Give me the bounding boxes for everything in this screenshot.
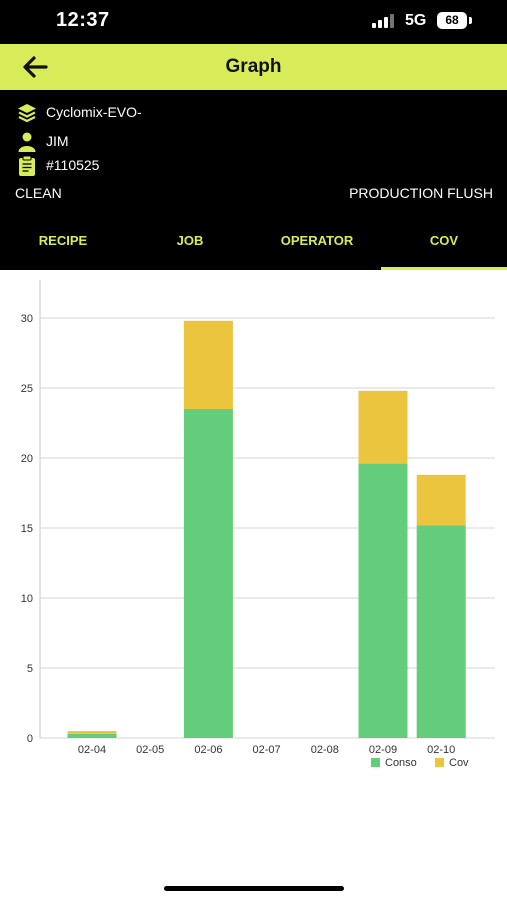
flush-label: PRODUCTION FLUSH: [349, 185, 493, 201]
legend-swatch-cov: [435, 758, 444, 767]
layers-icon: [18, 104, 36, 123]
y-tick-label: 10: [21, 593, 33, 605]
y-tick-label: 0: [27, 733, 33, 745]
bar-cov-02-10: [416, 474, 466, 526]
y-tick-label: 5: [27, 663, 33, 675]
y-tick-label: 25: [21, 383, 33, 395]
battery-icon: 68: [437, 12, 467, 29]
y-tick-label: 15: [21, 523, 33, 535]
legend-label-cov: Cov: [449, 757, 469, 769]
bar-cov-02-04: [67, 731, 117, 734]
signal-icon: [372, 14, 398, 28]
tab-recipe[interactable]: RECIPE: [38, 233, 88, 248]
bar-cov-02-09: [358, 390, 408, 464]
page-title: Graph: [225, 56, 282, 77]
stacked-bar-chart: 0 5 10 15 20 25 30 02-04 02-05 02-06 02-07 02-08 02-…: [21, 280, 495, 769]
tab-cov[interactable]: COV: [381, 218, 507, 270]
clipboard-icon: [19, 155, 35, 176]
x-tick-label: 02-04: [78, 744, 106, 756]
tab-job[interactable]: JOB: [176, 233, 204, 248]
bar-conso-02-06: [183, 409, 233, 738]
machine-name: Cyclomix-EVO-: [46, 104, 142, 120]
y-tick-label: 30: [21, 313, 33, 325]
bar-conso-02-09: [358, 463, 408, 738]
legend-label-conso: Conso: [385, 757, 417, 769]
tab-bar: RECIPE JOB OPERATOR COV: [0, 218, 507, 270]
x-tick-label: 02-07: [253, 744, 281, 756]
x-tick-label: 02-05: [136, 744, 164, 756]
person-icon: [18, 132, 36, 152]
job-number: #110525: [46, 157, 100, 173]
battery-tip: [469, 17, 472, 24]
app-bar: Graph: [0, 44, 507, 90]
network-type: 5G: [405, 12, 427, 29]
bar-cov-02-06: [183, 320, 233, 409]
tab-operator[interactable]: OPERATOR: [280, 233, 354, 248]
status-bar: 12:37 5G 68: [0, 0, 507, 44]
x-tick-label: 02-08: [311, 744, 339, 756]
bar-conso-02-04: [67, 733, 117, 738]
x-tick-label: 02-10: [427, 744, 455, 756]
back-button[interactable]: [18, 52, 58, 82]
status-time: 12:37: [56, 9, 110, 31]
info-panel: Cyclomix-EVO- JIM #110525 CLEAN PRODUCTI…: [0, 90, 507, 270]
y-tick-label: 20: [21, 453, 33, 465]
arrow-left-icon: [23, 56, 48, 78]
operator-name: JIM: [46, 133, 69, 149]
bar-conso-02-10: [416, 525, 466, 738]
home-indicator[interactable]: [164, 886, 344, 891]
x-tick-label: 02-06: [194, 744, 222, 756]
x-tick-label: 02-09: [369, 744, 397, 756]
mode-label: CLEAN: [15, 185, 62, 201]
legend-swatch-conso: [371, 758, 380, 767]
